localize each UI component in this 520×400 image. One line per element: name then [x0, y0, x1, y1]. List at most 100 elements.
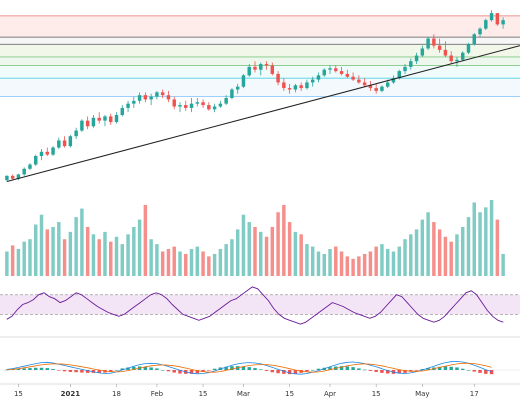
- candle-body: [478, 28, 482, 35]
- volume-bar: [241, 214, 246, 276]
- candle-body: [114, 114, 119, 123]
- price-panel: [5, 10, 505, 182]
- macd-histogram-bar: [85, 370, 90, 373]
- volume-bar: [85, 226, 90, 276]
- macd-histogram-bar: [5, 369, 9, 371]
- macd-histogram-bar: [201, 370, 205, 372]
- macd-histogram-bar: [143, 366, 148, 370]
- volume-bar: [472, 202, 476, 276]
- macd-histogram-bar: [287, 370, 292, 375]
- candle-body: [316, 75, 321, 80]
- volume-bar: [235, 229, 240, 276]
- volume-bar: [195, 246, 200, 276]
- candle-body: [397, 71, 401, 79]
- volume-bar: [391, 251, 396, 276]
- volume-bar: [28, 239, 32, 276]
- macd-histogram-bar: [109, 370, 113, 372]
- candle-body: [16, 174, 21, 179]
- volume-bar: [351, 258, 355, 276]
- candle-body: [57, 140, 61, 148]
- candle-body: [132, 100, 136, 104]
- x-tick-label: 15: [285, 390, 294, 398]
- oscillator-band: [0, 294, 520, 315]
- x-tick-label: Mar: [237, 390, 250, 398]
- macd-histogram-bar: [172, 370, 176, 373]
- candle-body: [460, 52, 465, 60]
- macd-histogram-bar: [270, 370, 275, 373]
- volume-bar: [45, 229, 50, 276]
- candle-body: [22, 168, 26, 175]
- volume-bar: [322, 253, 326, 276]
- candle-body: [241, 75, 246, 87]
- candle-body: [299, 85, 303, 89]
- candle-body: [155, 92, 159, 97]
- macd-histogram-bar: [120, 368, 125, 370]
- volume-bar: [385, 249, 390, 276]
- macd-histogram-bar: [241, 366, 246, 370]
- volume-bar: [397, 246, 401, 276]
- macd-histogram-bar: [362, 369, 367, 371]
- volume-bar: [449, 241, 453, 276]
- macd-histogram-bar: [178, 370, 182, 374]
- volume-bar: [172, 246, 176, 276]
- candle-body: [305, 82, 309, 89]
- volume-bar: [293, 231, 298, 276]
- volume-bar: [299, 234, 303, 276]
- volume-bar: [403, 239, 407, 276]
- x-tick-label: 15: [199, 390, 208, 398]
- macd-histogram-bar: [149, 367, 153, 370]
- macd-histogram-bar: [460, 368, 465, 370]
- volume-bar: [368, 251, 373, 276]
- volume-bar: [305, 244, 309, 276]
- macd-histogram-bar: [195, 370, 200, 374]
- volume-bar: [282, 204, 286, 276]
- x-tick-label: Apr: [324, 390, 336, 398]
- candle-body: [235, 86, 240, 90]
- macd-histogram-bar: [57, 370, 61, 371]
- volume-bar: [276, 212, 280, 276]
- candle-body: [39, 151, 44, 157]
- candle-body: [328, 68, 332, 70]
- macd-histogram-bar: [403, 370, 407, 373]
- candle-body: [172, 99, 176, 107]
- x-tick-label: 18: [112, 390, 121, 398]
- macd-histogram-bar: [374, 370, 378, 372]
- volume-bar: [68, 231, 73, 276]
- candle-body: [282, 82, 286, 89]
- candle-body: [218, 103, 223, 107]
- oscillator-panel: [0, 286, 520, 338]
- candle-body: [166, 95, 171, 100]
- volume-bar: [460, 226, 465, 276]
- candle-body: [501, 20, 505, 25]
- candle-body: [322, 69, 326, 76]
- volume-bar: [207, 256, 211, 276]
- candle-body: [120, 107, 125, 115]
- volume-bar: [287, 222, 292, 276]
- x-tick-label: 17: [470, 390, 479, 398]
- macd-histogram-bar: [316, 368, 321, 370]
- macd-histogram-bar: [420, 369, 425, 370]
- candle-body: [420, 48, 425, 56]
- macd-histogram-bar: [80, 370, 84, 373]
- volume-bar: [34, 224, 38, 276]
- candle-body: [391, 78, 396, 83]
- candle-body: [443, 49, 448, 56]
- candle-body: [368, 85, 373, 89]
- candle-body: [149, 96, 153, 100]
- volume-bar: [328, 249, 332, 276]
- macd-histogram-bar: [380, 370, 384, 373]
- x-tick-label: 2021: [61, 390, 81, 398]
- macd-histogram-bar: [282, 370, 286, 374]
- candle-body: [34, 156, 38, 165]
- trendline: [6, 45, 520, 182]
- volume-bar: [91, 234, 96, 276]
- volume-bar: [143, 204, 148, 276]
- candle-body: [212, 106, 217, 110]
- macd-signal-line: [6, 362, 492, 373]
- x-tick-label: May: [415, 390, 429, 398]
- macd-histogram-bar: [449, 366, 453, 370]
- level-band: [0, 65, 520, 79]
- macd-histogram-bar: [385, 370, 390, 374]
- volume-bar: [362, 253, 367, 276]
